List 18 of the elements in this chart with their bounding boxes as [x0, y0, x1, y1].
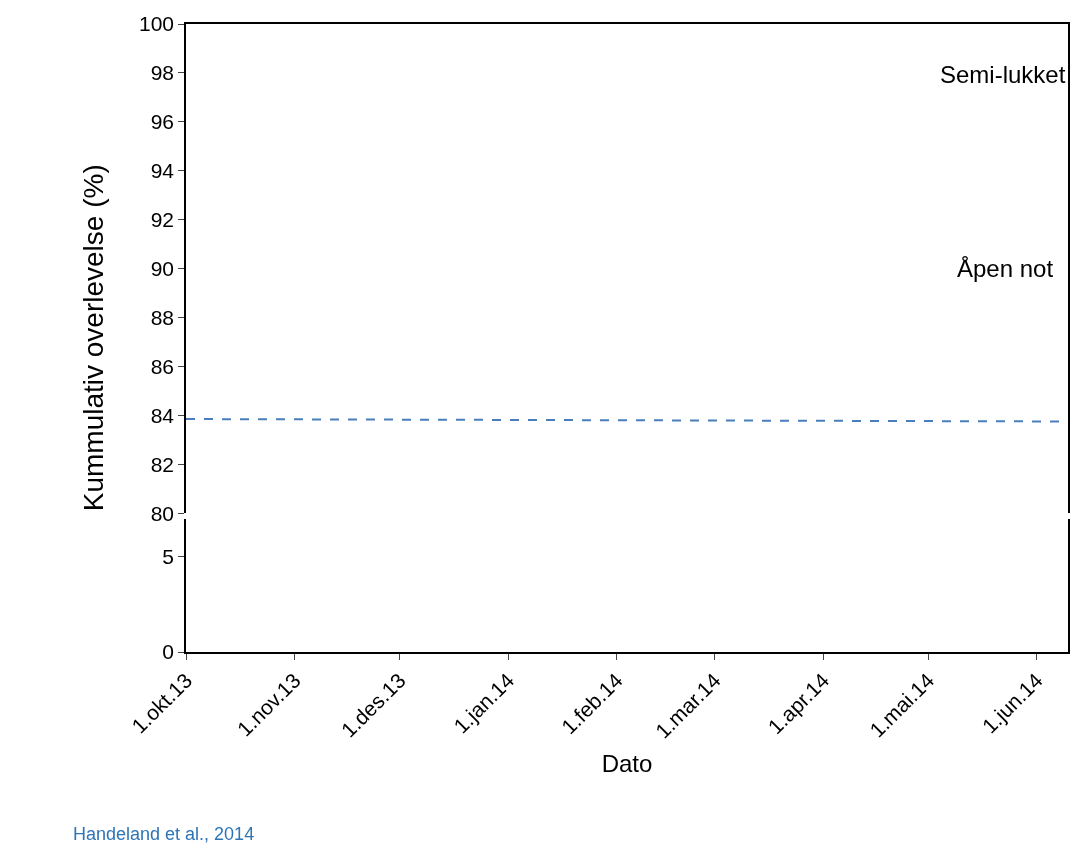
- y-tick-label: 84: [150, 403, 175, 427]
- y-tick-label: 92: [150, 208, 175, 232]
- y-tick-label: 94: [150, 159, 175, 183]
- text: Handeland et al., 2014: [73, 824, 255, 844]
- annotation: Semi-lukket: [940, 61, 1066, 88]
- annotation: Åpen not: [957, 255, 1054, 282]
- y-tick-label: 0: [162, 640, 175, 664]
- y-tick-label: 88: [150, 305, 175, 329]
- y-axis-title: Kummulativ overlevelse (%): [78, 164, 110, 512]
- y-tick-label: 86: [150, 354, 175, 378]
- y-tick-label: 100: [139, 12, 175, 36]
- y-tick-label: 96: [150, 110, 175, 134]
- y-tick-label: 98: [150, 61, 175, 85]
- x-axis-title: Dato: [601, 750, 653, 778]
- y-tick-label: 80: [150, 501, 175, 525]
- y-tick-label: 82: [150, 452, 175, 476]
- y-tick-label: 90: [150, 256, 175, 280]
- y-tick-label: 5: [162, 545, 175, 569]
